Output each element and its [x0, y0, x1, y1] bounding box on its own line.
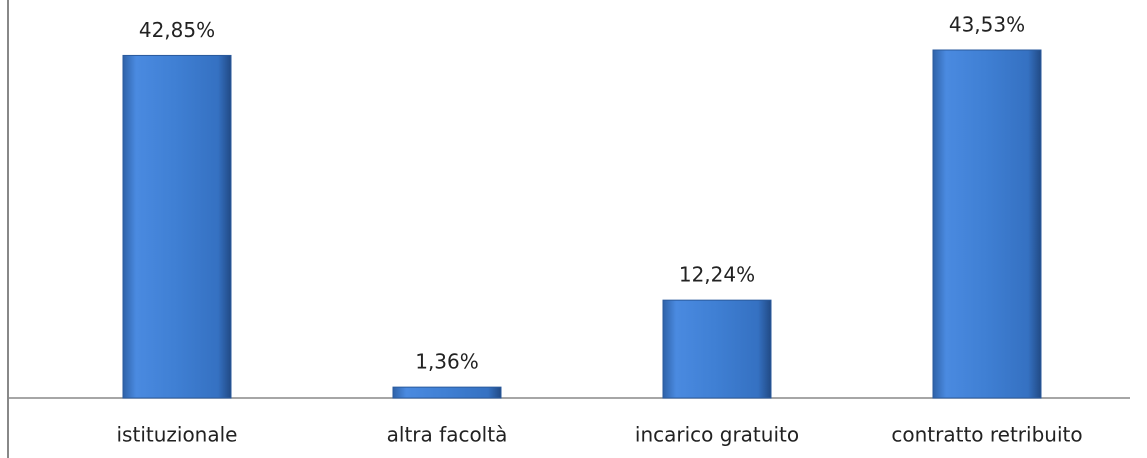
- value-label: 12,24%: [679, 263, 755, 287]
- bar: [392, 386, 502, 399]
- bar: [932, 49, 1042, 399]
- bar: [122, 54, 232, 399]
- x-tick-label: incarico gratuito: [635, 423, 799, 447]
- value-label: 1,36%: [415, 350, 479, 374]
- x-tick-label: altra facoltà: [387, 423, 508, 447]
- bar: [662, 299, 772, 399]
- x-tick-label: istituzionale: [117, 423, 238, 447]
- value-label: 42,85%: [139, 18, 215, 42]
- x-tick-label: contratto retribuito: [891, 423, 1082, 447]
- value-label: 43,53%: [949, 13, 1025, 37]
